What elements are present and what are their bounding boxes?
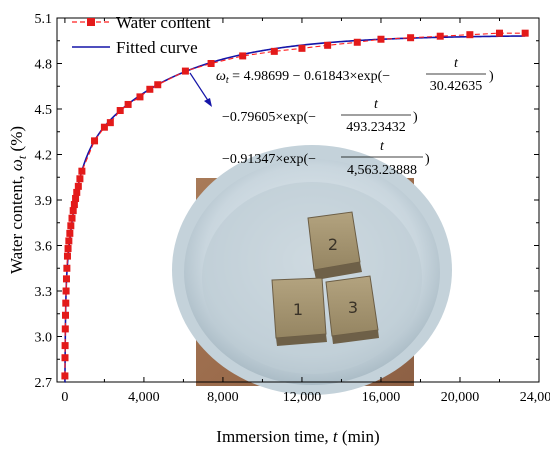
- water-content-point: [62, 287, 70, 295]
- water-content-point: [62, 299, 70, 307]
- legend-label-water-content: Water content: [116, 13, 211, 32]
- water-content-point: [116, 107, 124, 115]
- stone-specimen-3: 3: [325, 275, 379, 344]
- water-content-point: [69, 207, 77, 215]
- y-tick-label: 4.8: [35, 58, 53, 73]
- x-tick-label: 24,000: [520, 390, 550, 405]
- y-axis-title: Water content, ωt (%): [7, 126, 29, 274]
- water-content-point: [61, 354, 69, 362]
- water-content-point: [407, 34, 415, 42]
- water-content-point: [91, 137, 99, 145]
- water-content-point: [436, 32, 444, 40]
- legend-item-fitted-curve: Fitted curve: [72, 38, 198, 57]
- water-content-point: [495, 29, 503, 37]
- equation-frac-3-den: 4,563.23888: [347, 163, 417, 178]
- x-tick-label: 8,000: [207, 390, 239, 405]
- x-tick-label: 20,000: [441, 390, 480, 405]
- specimen-photo: 2 1 3: [172, 145, 452, 395]
- water-content-point: [74, 182, 82, 190]
- equation-frac-3-num: t: [380, 139, 385, 154]
- water-content-point: [521, 29, 529, 37]
- y-tick-label: 3.3: [35, 285, 53, 300]
- water-content-point: [181, 67, 189, 75]
- stone-specimen-1: 1: [271, 277, 327, 346]
- x-tick-label: 4,000: [128, 390, 160, 405]
- equation-line-1: ωt = 4.98699 − 0.61843×exp(−: [216, 69, 390, 86]
- water-content-point: [377, 35, 385, 43]
- water-content-point: [70, 201, 78, 209]
- y-tick-label: 3.6: [35, 240, 53, 255]
- y-tick-labels: 2.7 3.0 3.3 3.6 3.9 4.2 4.5 4.8 5.1: [35, 12, 53, 391]
- water-content-point: [136, 93, 144, 101]
- water-content-point: [207, 60, 215, 67]
- water-content-point: [298, 44, 306, 52]
- water-content-point: [466, 31, 474, 39]
- y-tick-label: 3.0: [35, 331, 53, 346]
- legend-label-fitted-curve: Fitted curve: [116, 38, 198, 57]
- x-tick-label: 16,000: [362, 390, 401, 405]
- water-content-point: [61, 372, 69, 380]
- photo-label-1: 1: [293, 300, 303, 319]
- water-content-point: [76, 175, 84, 183]
- equation-frac-2-den: 493.23432: [346, 120, 406, 135]
- series-water-content: [61, 29, 529, 380]
- water-content-point: [100, 123, 108, 131]
- water-content-point: [63, 264, 71, 272]
- x-tick-label: 12,000: [283, 390, 322, 405]
- water-content-point: [61, 325, 69, 333]
- equation-frac-1-num: t: [454, 56, 459, 71]
- equation-close-2: ): [413, 110, 418, 125]
- water-content-point: [73, 188, 81, 196]
- equation-close-1: ): [489, 69, 494, 84]
- y-tick-label: 4.5: [35, 103, 53, 118]
- water-content-point: [62, 275, 70, 283]
- equation-close-3: ): [425, 152, 430, 167]
- water-content-point: [324, 41, 332, 49]
- water-content-point: [78, 167, 86, 175]
- water-content-point: [72, 194, 80, 202]
- x-tick-labels: 0 4,000 8,000 12,000 16,000 20,000 24,000: [61, 390, 550, 405]
- water-content-point: [61, 342, 69, 350]
- water-content-point: [63, 252, 71, 260]
- water-content-point: [239, 52, 247, 60]
- water-content-point: [64, 245, 72, 253]
- water-content-point: [146, 85, 154, 93]
- fit-equation: ωt = 4.98699 − 0.61843×exp(− t 30.42635 …: [216, 56, 494, 178]
- stone-specimen-2: 2: [307, 211, 362, 280]
- legend-item-water-content: Water content: [72, 13, 211, 32]
- water-content-point: [68, 214, 76, 222]
- photo-label-3: 3: [348, 298, 358, 317]
- x-axis-title: Immersion time, t (min): [216, 427, 379, 446]
- water-content-point: [124, 100, 132, 108]
- water-content-point: [270, 47, 278, 55]
- y-tick-label: 3.9: [35, 194, 53, 209]
- water-content-point: [61, 311, 69, 319]
- y-tick-label: 4.2: [35, 149, 53, 164]
- equation-frac-1-den: 30.42635: [430, 79, 483, 94]
- water-content-point: [65, 237, 73, 245]
- legend: Water content Fitted curve: [72, 13, 211, 57]
- equation-line-2: −0.79605×exp(−: [222, 110, 316, 125]
- photo-label-2: 2: [328, 235, 338, 254]
- axis-ticks: [57, 17, 540, 383]
- water-content-point: [67, 222, 75, 230]
- water-content-point: [353, 38, 361, 46]
- annotation-arrow: [189, 72, 212, 107]
- equation-line-3: −0.91347×exp(−: [222, 152, 316, 167]
- water-content-point: [66, 229, 74, 237]
- equation-frac-2-num: t: [374, 97, 379, 112]
- water-content-point: [106, 119, 114, 127]
- x-tick-label: 0: [61, 390, 68, 405]
- y-tick-label: 5.1: [35, 12, 53, 27]
- y-tick-label: 2.7: [35, 376, 53, 391]
- water-content-point: [154, 81, 162, 89]
